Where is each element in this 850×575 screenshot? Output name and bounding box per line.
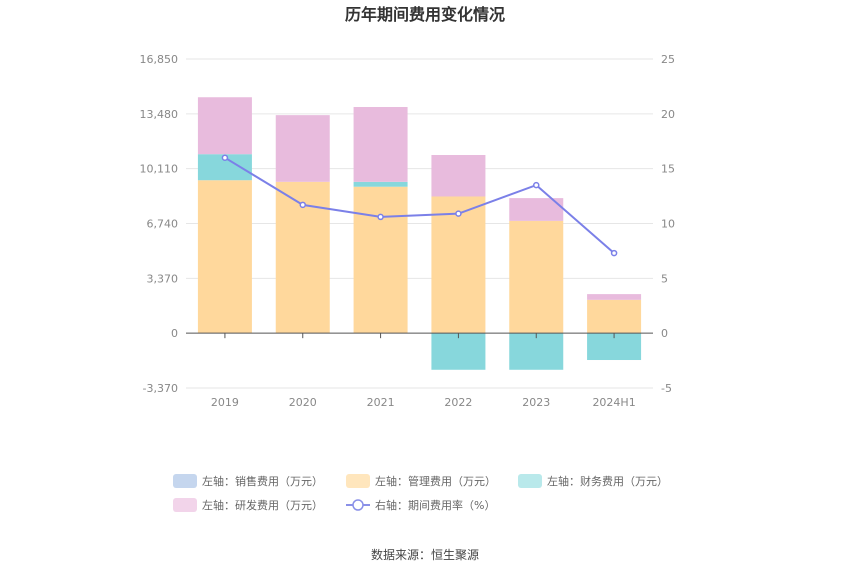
- bar-2022: [431, 196, 486, 334]
- legend-label: 右轴：期间费用率（%）: [375, 498, 495, 512]
- legend-swatch: [173, 498, 197, 512]
- right-tick-label: 5: [661, 272, 668, 285]
- rate-point: [455, 210, 462, 217]
- legend-label: 左轴：财务费用（万元）: [547, 474, 668, 488]
- left-tick-label: 10,110: [140, 163, 179, 176]
- legend-swatch: [518, 474, 542, 488]
- bar-2023: [509, 220, 564, 334]
- x-tick-label: 2021: [367, 396, 395, 409]
- x-axis: 2019 2020 2021 2022 2023 2024H1: [186, 332, 653, 409]
- bar-2023: [509, 198, 564, 221]
- left-tick-label: -3,370: [143, 382, 178, 395]
- bar-2023: [509, 333, 564, 370]
- x-tick-label: 2020: [289, 396, 317, 409]
- left-tick-label: 13,480: [140, 108, 179, 121]
- x-tick-label: 2019: [211, 396, 239, 409]
- bars: [197, 97, 642, 370]
- right-axis: -5 0 5 10 15 20 25: [661, 53, 675, 395]
- x-tick-label: 2022: [444, 396, 472, 409]
- bar-2019: [197, 180, 252, 334]
- rate-point: [533, 181, 540, 189]
- legend-swatch-marker: [352, 499, 364, 511]
- left-tick-label: 3,370: [147, 272, 179, 285]
- legend-label: 左轴：研发费用（万元）: [202, 498, 323, 512]
- right-tick-label: 10: [661, 218, 675, 231]
- legend-label: 左轴：销售费用（万元）: [202, 474, 323, 488]
- bar-2022: [431, 333, 486, 370]
- x-tick-label: 2024H1: [592, 396, 635, 409]
- legend: 左轴：销售费用（万元） 左轴：管理费用（万元） 左轴：财务费用（万元） 左轴：研发费用…: [173, 474, 668, 512]
- rate-point: [377, 213, 384, 221]
- legend-swatch: [173, 474, 197, 488]
- bar-2022: [431, 154, 486, 197]
- rate-line-path: [224, 156, 615, 254]
- chart-title: 历年期间费用变化情况: [345, 5, 505, 24]
- right-tick-label: 15: [661, 163, 675, 176]
- bar-2021: [353, 186, 408, 334]
- right-tick-label: 20: [661, 108, 675, 121]
- bar-2019: [197, 97, 252, 155]
- x-tick-label: 2023: [522, 396, 550, 409]
- left-axis: -3,370 0 3,370 6,740 10,110 13,480 16,850: [140, 53, 179, 395]
- bar-2021: [353, 181, 408, 187]
- right-tick-label: -5: [661, 382, 672, 395]
- rate-line: [221, 154, 618, 257]
- bar-2024H1: [587, 299, 642, 334]
- legend-swatch: [346, 474, 370, 488]
- bar-2024H1: [587, 294, 642, 300]
- left-tick-label: 0: [171, 327, 178, 340]
- grid: [186, 58, 653, 389]
- legend-label: 左轴：管理费用（万元）: [375, 474, 496, 488]
- rate-point: [221, 154, 229, 161]
- right-tick-label: 0: [661, 327, 668, 340]
- source-note: 数据来源：恒生聚源: [371, 547, 479, 562]
- right-tick-label: 25: [661, 53, 675, 66]
- rate-point: [299, 201, 306, 209]
- bar-2021: [353, 106, 408, 182]
- left-tick-label: 6,740: [147, 218, 179, 231]
- left-tick-label: 16,850: [140, 53, 179, 66]
- bar-2020: [275, 115, 330, 182]
- rate-point: [610, 249, 618, 257]
